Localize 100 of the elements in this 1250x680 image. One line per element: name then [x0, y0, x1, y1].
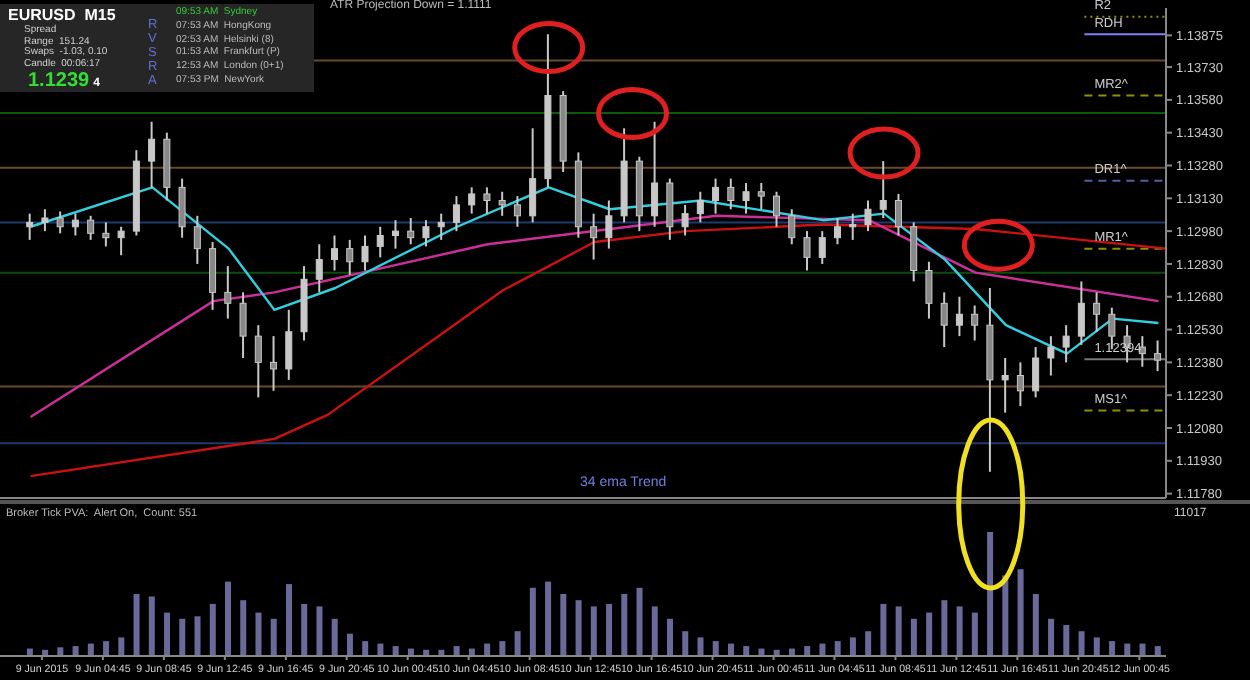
candlestick	[1047, 335, 1055, 377]
bar	[255, 612, 262, 656]
candlestick	[773, 190, 781, 228]
candlestick	[285, 308, 293, 381]
candlestick	[803, 230, 811, 272]
candlestick	[1138, 335, 1146, 368]
bar	[987, 532, 994, 656]
candlestick	[1001, 357, 1009, 414]
bar	[895, 606, 902, 656]
candlestick	[757, 182, 765, 211]
candlestick	[925, 260, 933, 320]
candlestick	[910, 221, 918, 283]
candlestick	[651, 120, 659, 228]
candlestick	[879, 160, 887, 219]
candlestick	[818, 230, 826, 265]
bar	[285, 584, 292, 656]
bar	[621, 594, 628, 656]
candlestick	[1077, 280, 1085, 346]
bar	[392, 646, 399, 656]
bar	[606, 603, 613, 656]
candlestick	[254, 324, 262, 399]
candlestick	[117, 225, 125, 257]
candlestick	[681, 203, 689, 237]
bar	[636, 587, 643, 656]
bar	[453, 646, 460, 656]
bar	[1154, 646, 1161, 656]
bar	[529, 587, 536, 656]
bar	[72, 646, 79, 656]
bar	[1032, 594, 1039, 656]
bar	[514, 631, 521, 656]
bar	[834, 641, 841, 656]
candlestick	[590, 212, 598, 261]
bar	[880, 603, 887, 656]
bar	[956, 606, 963, 656]
candlestick	[407, 217, 415, 246]
bar	[225, 581, 232, 656]
candlestick	[1093, 291, 1101, 333]
candlestick	[788, 208, 796, 246]
bar	[667, 618, 674, 656]
candlestick	[1032, 346, 1040, 399]
candlestick	[483, 186, 491, 215]
candlestick	[26, 212, 34, 241]
candlestick	[1062, 324, 1070, 364]
bar	[590, 606, 597, 656]
candlestick	[346, 238, 354, 276]
bar	[1093, 637, 1100, 656]
bar	[1109, 641, 1116, 656]
bar	[941, 600, 948, 656]
candlestick	[971, 304, 979, 342]
candlestick	[71, 212, 79, 237]
candlestick	[102, 221, 110, 248]
bar	[103, 641, 110, 656]
bar	[1002, 575, 1009, 656]
candlestick	[331, 234, 339, 272]
candlestick	[452, 195, 460, 233]
bar	[194, 616, 201, 656]
bar	[164, 612, 171, 656]
bar	[57, 647, 64, 656]
candlestick	[437, 212, 445, 241]
candlestick	[209, 241, 217, 311]
candlestick	[894, 192, 902, 237]
candlestick	[315, 243, 323, 294]
candlestick	[391, 219, 399, 250]
candlestick	[376, 225, 384, 259]
candlestick	[727, 177, 735, 211]
bar	[560, 594, 567, 656]
candlestick	[193, 214, 201, 265]
candlestick	[833, 217, 841, 246]
candlestick	[178, 177, 186, 239]
bar	[362, 641, 369, 656]
bar	[133, 594, 140, 656]
candlestick	[696, 190, 704, 224]
candlestick	[56, 210, 64, 235]
bar	[743, 646, 750, 656]
candlestick	[468, 186, 476, 215]
candlestick	[239, 291, 247, 359]
bar	[849, 637, 856, 656]
bar	[346, 633, 353, 656]
bar	[179, 618, 186, 656]
bar	[209, 603, 216, 656]
line-series	[29, 223, 1166, 478]
bar	[270, 618, 277, 656]
bar	[499, 641, 506, 656]
candlestick	[148, 120, 156, 189]
bar	[118, 637, 125, 656]
bar	[804, 646, 811, 656]
candlestick	[513, 195, 521, 228]
bar	[240, 600, 247, 656]
candlestick	[955, 295, 963, 338]
bar	[971, 612, 978, 656]
bar	[910, 618, 917, 656]
candlestick	[224, 265, 232, 320]
bar	[1017, 569, 1024, 656]
bar	[545, 581, 552, 656]
candlestick	[87, 214, 95, 241]
bar	[865, 631, 872, 656]
candlestick	[940, 291, 948, 349]
candlestick	[605, 199, 613, 250]
candlestick	[270, 335, 278, 392]
candlestick	[41, 208, 49, 233]
